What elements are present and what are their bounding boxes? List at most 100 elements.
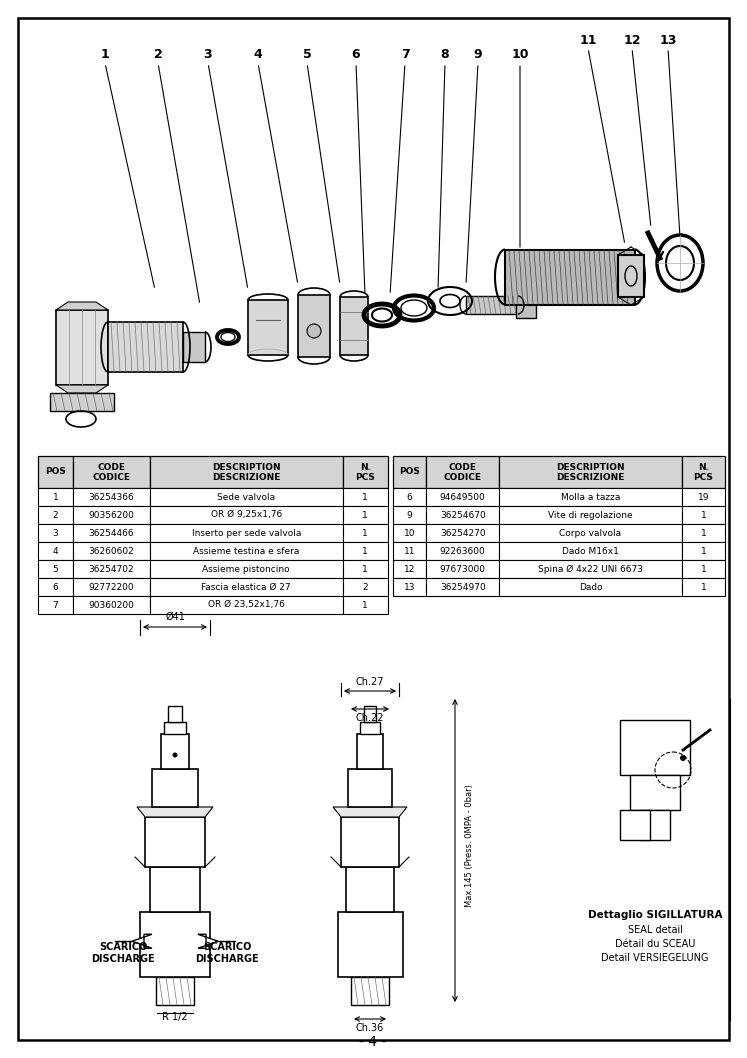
Bar [499, 542, 682, 560]
Text: 4: 4 [254, 49, 262, 61]
Text: 9: 9 [406, 511, 412, 519]
Text: 3: 3 [204, 49, 212, 61]
Bar [640, 810, 670, 840]
Text: 8: 8 [441, 49, 449, 61]
Bar [427, 524, 499, 542]
Text: Assieme testina e sfera: Assieme testina e sfera [193, 547, 300, 555]
Text: 92772200: 92772200 [89, 583, 134, 591]
Text: Max.145 (Press. 0MPA - 0bar): Max.145 (Press. 0MPA - 0bar) [465, 784, 474, 907]
Bar [499, 506, 682, 524]
Polygon shape [56, 302, 108, 310]
Polygon shape [137, 807, 213, 817]
Text: 7: 7 [52, 601, 58, 609]
Text: Spina Ø 4x22 UNI 6673: Spina Ø 4x22 UNI 6673 [538, 564, 643, 573]
Text: 11: 11 [579, 34, 597, 47]
Text: 36260602: 36260602 [89, 547, 134, 555]
Bar [499, 456, 682, 488]
Text: 1: 1 [52, 493, 58, 501]
Bar [298, 295, 330, 357]
Bar [499, 488, 682, 506]
Bar [73, 578, 150, 596]
Bar [620, 720, 690, 776]
Bar [427, 542, 499, 560]
Text: 36254702: 36254702 [89, 565, 134, 573]
Bar [73, 596, 150, 614]
Bar [248, 300, 288, 355]
Bar [393, 542, 427, 560]
Bar [427, 456, 499, 488]
Text: 6: 6 [352, 49, 360, 61]
Text: Dado M16x1: Dado M16x1 [562, 547, 619, 555]
Bar [140, 912, 210, 977]
Text: 1: 1 [362, 493, 368, 501]
Bar [346, 867, 394, 912]
Polygon shape [56, 385, 108, 393]
Text: 36254970: 36254970 [440, 583, 486, 591]
Bar [150, 488, 343, 506]
Text: OR Ø 23,52x1,76: OR Ø 23,52x1,76 [208, 601, 285, 609]
Text: PCS: PCS [693, 473, 713, 481]
Text: 19: 19 [698, 493, 709, 501]
Bar [393, 578, 427, 596]
Text: 1: 1 [701, 565, 707, 573]
Bar [50, 393, 114, 411]
Polygon shape [333, 807, 407, 817]
Bar [393, 456, 427, 488]
Text: 2: 2 [154, 49, 162, 61]
Text: DESCRIPTION: DESCRIPTION [212, 462, 281, 472]
Bar [73, 524, 150, 542]
Text: 1: 1 [362, 565, 368, 573]
Text: 1: 1 [362, 511, 368, 519]
Bar [618, 255, 644, 297]
Bar [38, 542, 73, 560]
Bar [427, 488, 499, 506]
Text: 36254270: 36254270 [440, 529, 486, 537]
Bar [150, 456, 343, 488]
Text: 12: 12 [404, 565, 415, 573]
Bar [360, 722, 380, 734]
Text: Corpo valvola: Corpo valvola [560, 529, 622, 537]
Bar [73, 488, 150, 506]
Text: 1: 1 [701, 529, 707, 537]
Text: Ch.27: Ch.27 [356, 677, 384, 687]
Text: 1: 1 [701, 583, 707, 591]
Circle shape [173, 752, 178, 758]
Text: Fascia elastica Ø 27: Fascia elastica Ø 27 [202, 583, 291, 591]
Bar [38, 506, 73, 524]
Bar [682, 578, 725, 596]
Text: Detail VERSIEGELUNG: Detail VERSIEGELUNG [601, 953, 709, 963]
Bar [343, 560, 388, 578]
Text: Molla a tazza: Molla a tazza [561, 493, 620, 501]
Bar [338, 912, 403, 977]
Bar [156, 977, 194, 1005]
Bar [682, 560, 725, 578]
Text: 13: 13 [660, 34, 677, 47]
Text: 1: 1 [701, 511, 707, 519]
Bar [343, 578, 388, 596]
Bar [152, 769, 198, 807]
Bar [150, 506, 343, 524]
Bar [393, 506, 427, 524]
Text: POS: POS [399, 468, 420, 476]
Text: N.: N. [698, 462, 709, 472]
Text: DESCRIZIONE: DESCRIZIONE [557, 473, 624, 481]
Text: POS: POS [45, 468, 66, 476]
Text: CODE: CODE [98, 462, 125, 472]
Text: 7: 7 [400, 49, 409, 61]
Text: 13: 13 [404, 583, 415, 591]
Text: Sede valvola: Sede valvola [217, 493, 276, 501]
Text: 2: 2 [53, 511, 58, 519]
Text: SCARICO
DISCHARGE: SCARICO DISCHARGE [195, 942, 258, 964]
Bar [108, 322, 183, 372]
Bar [516, 292, 536, 318]
Text: 36254466: 36254466 [89, 529, 134, 537]
Bar [393, 488, 427, 506]
Text: 10: 10 [511, 49, 529, 61]
Circle shape [680, 755, 686, 761]
Bar [499, 524, 682, 542]
Bar [348, 769, 392, 807]
Bar [38, 456, 73, 488]
Bar [340, 297, 368, 355]
Bar [73, 542, 150, 560]
Text: OR Ø 9,25x1,76: OR Ø 9,25x1,76 [211, 511, 282, 519]
